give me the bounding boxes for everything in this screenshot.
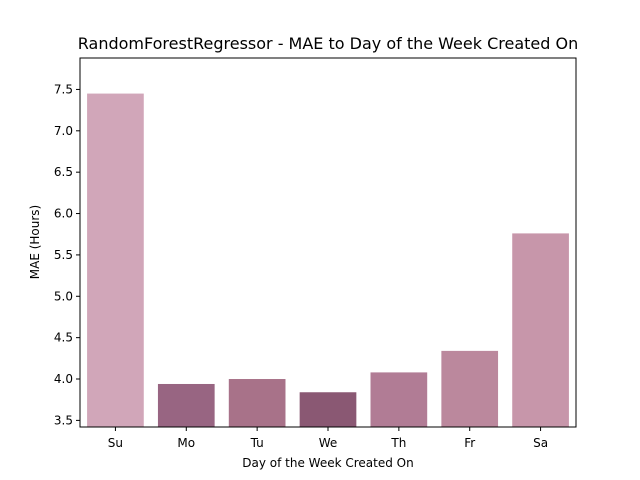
x-tick-label: We bbox=[319, 436, 338, 450]
x-axis-label: Day of the Week Created On bbox=[242, 456, 413, 470]
bar-tu bbox=[228, 379, 286, 427]
y-tick-label: 6.5 bbox=[54, 165, 73, 179]
y-tick-label: 4.0 bbox=[54, 372, 73, 386]
bar-we bbox=[299, 392, 357, 427]
chart-title: RandomForestRegressor - MAE to Day of th… bbox=[78, 34, 578, 53]
x-tick-label: Th bbox=[390, 436, 406, 450]
bar-mo bbox=[157, 383, 215, 427]
y-tick-label: 3.5 bbox=[54, 413, 73, 427]
x-tick-label: Fr bbox=[464, 436, 475, 450]
x-axis-ticks: Su Mo Tu We Th Fr Sa bbox=[108, 427, 548, 450]
bar-th bbox=[370, 372, 428, 427]
y-tick-label: 4.5 bbox=[54, 331, 73, 345]
bar-su bbox=[87, 93, 144, 427]
plot-frame bbox=[79, 57, 577, 428]
x-tick-label: Tu bbox=[250, 436, 264, 450]
x-tick-label: Sa bbox=[533, 436, 548, 450]
y-tick-label: 6.0 bbox=[54, 207, 73, 221]
y-tick-label: 5.0 bbox=[54, 289, 73, 303]
bars-group bbox=[87, 93, 569, 427]
x-tick-label: Mo bbox=[177, 436, 195, 450]
y-tick-label: 7.5 bbox=[54, 82, 73, 96]
bar-sa bbox=[512, 233, 569, 427]
x-tick-label: Su bbox=[108, 436, 123, 450]
y-axis-ticks: 3.5 4.0 4.5 5.0 5.5 6.0 6.5 7.0 7.5 bbox=[54, 82, 80, 427]
y-axis-label: MAE (Hours) bbox=[28, 205, 42, 279]
y-tick-label: 5.5 bbox=[54, 248, 73, 262]
bar-fr bbox=[441, 350, 499, 427]
y-tick-label: 7.0 bbox=[54, 124, 73, 138]
